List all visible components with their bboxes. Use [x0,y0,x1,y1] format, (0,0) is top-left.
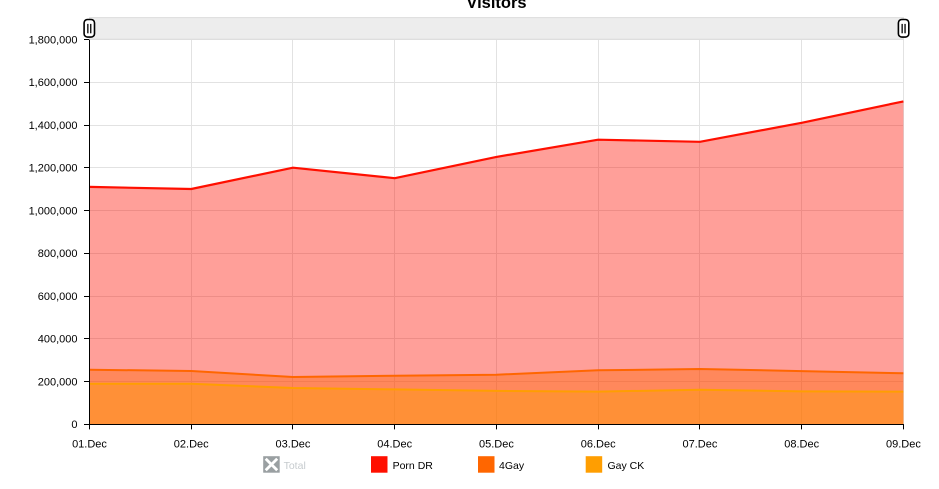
svg-text:Visitors: Visitors [466,0,526,12]
svg-text:4Gay: 4Gay [499,460,525,472]
svg-text:1,400,000: 1,400,000 [29,120,78,132]
svg-text:1,800,000: 1,800,000 [29,34,78,46]
svg-text:600,000: 600,000 [38,291,78,303]
svg-text:01.Dec: 01.Dec [72,439,107,451]
svg-text:06.Dec: 06.Dec [581,439,616,451]
svg-text:Gay CK: Gay CK [608,460,645,472]
svg-text:800,000: 800,000 [38,248,78,260]
svg-text:09.Dec: 09.Dec [886,439,921,451]
svg-text:03.Dec: 03.Dec [276,439,311,451]
svg-text:08.Dec: 08.Dec [784,439,819,451]
svg-text:05.Dec: 05.Dec [479,439,514,451]
svg-text:1,000,000: 1,000,000 [29,205,78,217]
svg-text:04.Dec: 04.Dec [377,439,412,451]
svg-text:1,600,000: 1,600,000 [29,77,78,89]
svg-text:Porn DR: Porn DR [393,460,434,472]
svg-text:200,000: 200,000 [38,376,78,388]
svg-text:1,200,000: 1,200,000 [29,163,78,175]
svg-text:400,000: 400,000 [38,334,78,346]
svg-text:Total: Total [284,460,306,472]
svg-text:02.Dec: 02.Dec [174,439,209,451]
svg-text:07.Dec: 07.Dec [682,439,717,451]
svg-text:0: 0 [71,419,77,431]
